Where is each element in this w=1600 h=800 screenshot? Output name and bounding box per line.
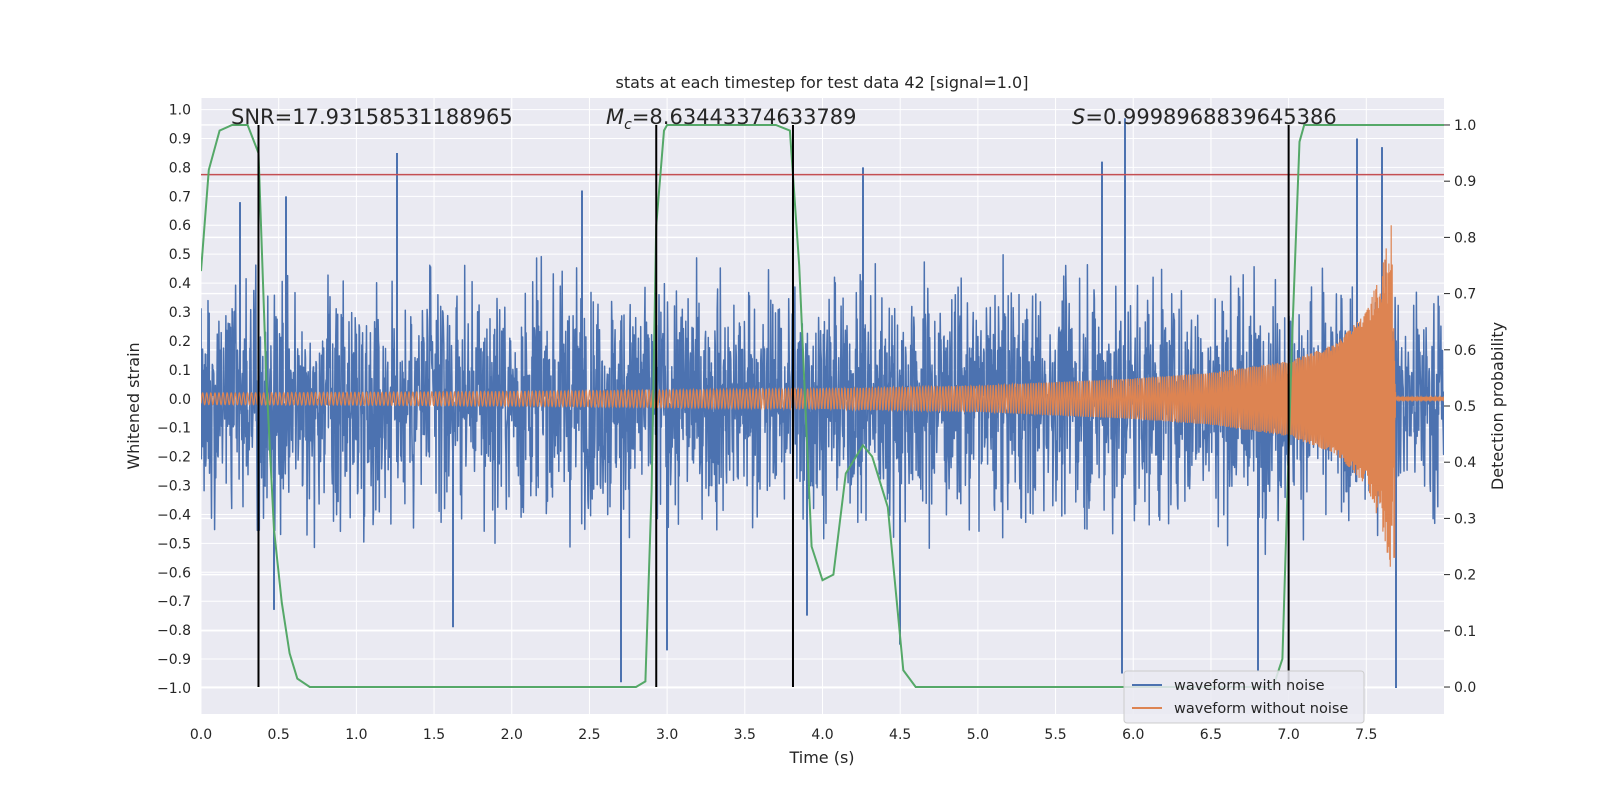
mc-subscript: c — [624, 117, 632, 133]
x-tick-label: 2.0 — [501, 727, 523, 743]
y-tick-label: 0.6 — [169, 218, 191, 234]
y2-tick-label: 0.5 — [1454, 399, 1476, 415]
y2-tick-label: 0.8 — [1454, 230, 1476, 246]
y-tick-label: 0.8 — [169, 160, 191, 176]
legend: waveform with noise waveform without noi… — [1123, 670, 1365, 724]
x-tick-label: 5.5 — [1044, 727, 1066, 743]
y-ticks: 1.0 0.9 0.8 0.7 0.6 0.5 0.4 0.3 0.2 0.1 0.0 −0.1 −0.… — [157, 103, 191, 697]
y-tick-label: −0.4 — [157, 507, 191, 523]
mc-value: =8.63443374633789 — [632, 105, 857, 129]
chart-title: stats at each timestep for test data 42 … — [616, 73, 1029, 92]
x-tick-label: 1.5 — [423, 727, 445, 743]
y-tick-label: 0.4 — [169, 276, 191, 292]
x-ticks: 0.0 0.5 1.0 1.5 2.0 2.5 3.0 3.5 4.0 4.5 5.0 5.5 6.0 6… — [190, 727, 1378, 743]
x-tick-label: 7.0 — [1277, 727, 1299, 743]
clean-series — [201, 225, 1444, 567]
y-tick-label: 0.3 — [169, 305, 191, 321]
y-tick-label: −1.0 — [157, 681, 191, 697]
x-tick-label: 5.0 — [967, 727, 989, 743]
y-tick-label: 0.9 — [169, 131, 191, 147]
vertical-markers — [257, 124, 1290, 688]
y-tick-label: −0.7 — [157, 594, 191, 610]
y-tick-label: −0.1 — [157, 421, 191, 437]
legend-box — [1123, 670, 1365, 724]
x-tick-label: 0.5 — [268, 727, 290, 743]
y-tick-label: −0.2 — [157, 450, 191, 466]
y2-axis-label: Detection probability — [1488, 322, 1507, 490]
y-tick-label: 1.0 — [169, 103, 191, 119]
y2-tick-label: 0.7 — [1454, 287, 1476, 303]
y2-tick-label: 0.3 — [1454, 511, 1476, 527]
legend-noise-label: waveform with noise — [1174, 678, 1325, 694]
y-axis-label: Whitened strain — [124, 342, 143, 469]
y2-tick-label: 0.1 — [1454, 624, 1476, 640]
y-tick-label: 0.1 — [169, 363, 191, 379]
y2-tick-label: 0.6 — [1454, 343, 1476, 359]
y2-tick-label: 0.4 — [1454, 455, 1476, 471]
x-tick-label: 7.5 — [1355, 727, 1377, 743]
x-tick-label: 0.0 — [190, 727, 212, 743]
x-axis-label: Time (s) — [788, 748, 854, 767]
snr-annotation: SNR=17.93158531188965 — [231, 105, 513, 129]
y2-tick-label: 1.0 — [1454, 118, 1476, 134]
legend-clean-label: waveform without noise — [1174, 701, 1348, 717]
y2-tick-label: 0.2 — [1454, 568, 1476, 584]
x-tick-label: 2.5 — [578, 727, 600, 743]
y-tick-label: −0.9 — [157, 652, 191, 668]
y-tick-label: −0.6 — [157, 565, 191, 581]
y-tick-label: 0.2 — [169, 334, 191, 350]
y2-ticks: 1.0 0.9 0.8 0.7 0.6 0.5 0.4 0.3 0.2 0.1 0.0 — [1444, 118, 1476, 696]
y-tick-label: 0.7 — [169, 189, 191, 205]
y-tick-label: −0.8 — [157, 623, 191, 639]
x-tick-label: 6.0 — [1122, 727, 1144, 743]
y-tick-label: 0.0 — [169, 392, 191, 408]
x-tick-label: 6.5 — [1200, 727, 1222, 743]
x-tick-label: 1.0 — [345, 727, 367, 743]
y-tick-label: −0.5 — [157, 536, 191, 552]
y-tick-label: −0.3 — [157, 479, 191, 495]
x-tick-label: 4.0 — [811, 727, 833, 743]
s-value: =0.9998968839645386 — [1085, 105, 1336, 129]
y2-tick-label: 0.0 — [1454, 680, 1476, 696]
y2-tick-label: 0.9 — [1454, 174, 1476, 190]
mc-annotation: Mc=8.63443374633789 — [606, 105, 857, 133]
x-tick-label: 3.5 — [734, 727, 756, 743]
clean-line — [201, 225, 1444, 567]
x-tick-label: 4.5 — [889, 727, 911, 743]
y-tick-label: 0.5 — [169, 247, 191, 263]
s-symbol: S — [1072, 105, 1085, 129]
mc-symbol: M — [606, 105, 624, 129]
s-annotation: S=0.9998968839645386 — [1072, 105, 1337, 129]
x-tick-label: 3.0 — [656, 727, 678, 743]
